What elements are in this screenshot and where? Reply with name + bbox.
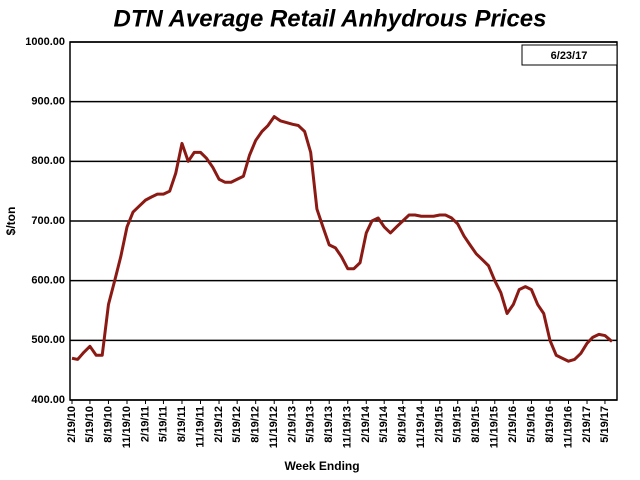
x-tick-label: 5/19/10 (84, 406, 96, 443)
y-tick-label: 600.00 (31, 275, 65, 287)
y-tick-label: 1000.00 (25, 36, 65, 48)
x-tick-label: 8/19/14 (397, 405, 409, 443)
x-tick-label: 11/19/12 (268, 406, 280, 448)
x-tick-label: 2/19/12 (213, 406, 225, 443)
data-line (71, 115, 613, 363)
x-tick-label: 8/19/11 (176, 406, 188, 442)
x-tick-label: 11/19/14 (415, 405, 427, 448)
x-tick-label: 2/19/13 (287, 406, 299, 443)
x-tick-label: 11/19/13 (342, 406, 354, 448)
y-tick-label: 400.00 (31, 394, 65, 406)
x-tick-label: 11/19/11 (194, 406, 206, 448)
x-tick-label: 8/19/16 (544, 406, 556, 443)
y-axis-label: $/ton (4, 207, 18, 236)
x-axis-label: Week Ending (284, 459, 359, 473)
x-tick-label: 8/19/12 (250, 406, 262, 443)
y-tick-label: 700.00 (31, 215, 65, 227)
y-tick-label: 800.00 (31, 155, 65, 167)
x-tick-label: 11/19/16 (562, 406, 574, 448)
x-tick-label: 5/19/16 (525, 406, 537, 443)
x-tick-label: 2/19/11 (139, 406, 151, 442)
x-tick-label: 5/19/15 (452, 406, 464, 443)
chart-title: DTN Average Retail Anhydrous Prices (113, 5, 546, 32)
x-tick-label: 5/19/11 (157, 406, 169, 442)
x-tick-label: 8/19/13 (323, 406, 335, 443)
x-tick-label: 2/19/14 (360, 405, 372, 443)
x-tick-label: 8/19/10 (102, 406, 114, 443)
x-tick-label: 5/19/13 (305, 406, 317, 443)
x-tick-label: 11/19/10 (121, 406, 133, 448)
y-tick-label: 900.00 (31, 96, 65, 108)
x-tick-label: 2/19/10 (66, 406, 78, 443)
x-tick-label: 2/19/16 (507, 406, 519, 443)
x-tick-label: 2/19/17 (581, 406, 593, 443)
plot-border (69, 41, 618, 401)
x-tick-label: 5/19/14 (378, 405, 390, 443)
x-tick-label: 11/19/15 (489, 406, 501, 448)
date-box (521, 44, 618, 66)
x-tick-label: 8/19/15 (470, 406, 482, 443)
x-tick-label: 5/19/17 (599, 406, 611, 443)
x-tick-label: 2/19/15 (434, 406, 446, 443)
x-tick-label: 5/19/12 (231, 406, 243, 443)
y-tick-label: 500.00 (31, 334, 65, 346)
date-annotation: 6/23/17 (551, 50, 588, 62)
